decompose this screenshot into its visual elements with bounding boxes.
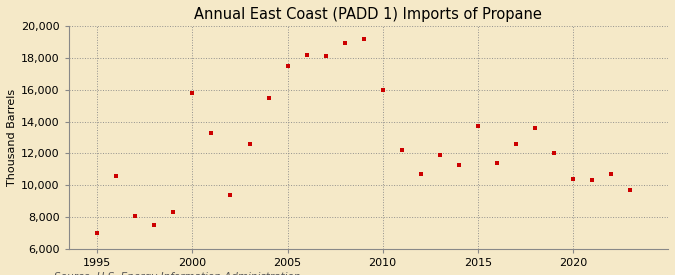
Point <box>587 178 597 183</box>
Point <box>149 223 160 227</box>
Point <box>549 151 560 156</box>
Point <box>340 41 350 46</box>
Point <box>206 130 217 135</box>
Point <box>320 54 331 58</box>
Point <box>92 231 103 235</box>
Text: Source: U.S. Energy Information Administration: Source: U.S. Energy Information Administ… <box>54 273 300 275</box>
Point <box>529 126 540 130</box>
Point <box>225 192 236 197</box>
Point <box>605 172 616 176</box>
Point <box>568 177 578 181</box>
Point <box>263 95 274 100</box>
Point <box>472 124 483 128</box>
Point <box>168 210 179 214</box>
Y-axis label: Thousand Barrels: Thousand Barrels <box>7 89 17 186</box>
Point <box>454 162 464 167</box>
Point <box>187 91 198 95</box>
Point <box>396 148 407 152</box>
Point <box>130 213 141 218</box>
Point <box>624 188 635 192</box>
Point <box>491 161 502 165</box>
Title: Annual East Coast (PADD 1) Imports of Propane: Annual East Coast (PADD 1) Imports of Pr… <box>194 7 542 22</box>
Point <box>244 142 255 146</box>
Point <box>282 64 293 68</box>
Point <box>358 37 369 41</box>
Point <box>415 172 426 176</box>
Point <box>434 153 445 157</box>
Point <box>111 174 122 178</box>
Point <box>377 87 388 92</box>
Point <box>301 52 312 57</box>
Point <box>510 142 521 146</box>
